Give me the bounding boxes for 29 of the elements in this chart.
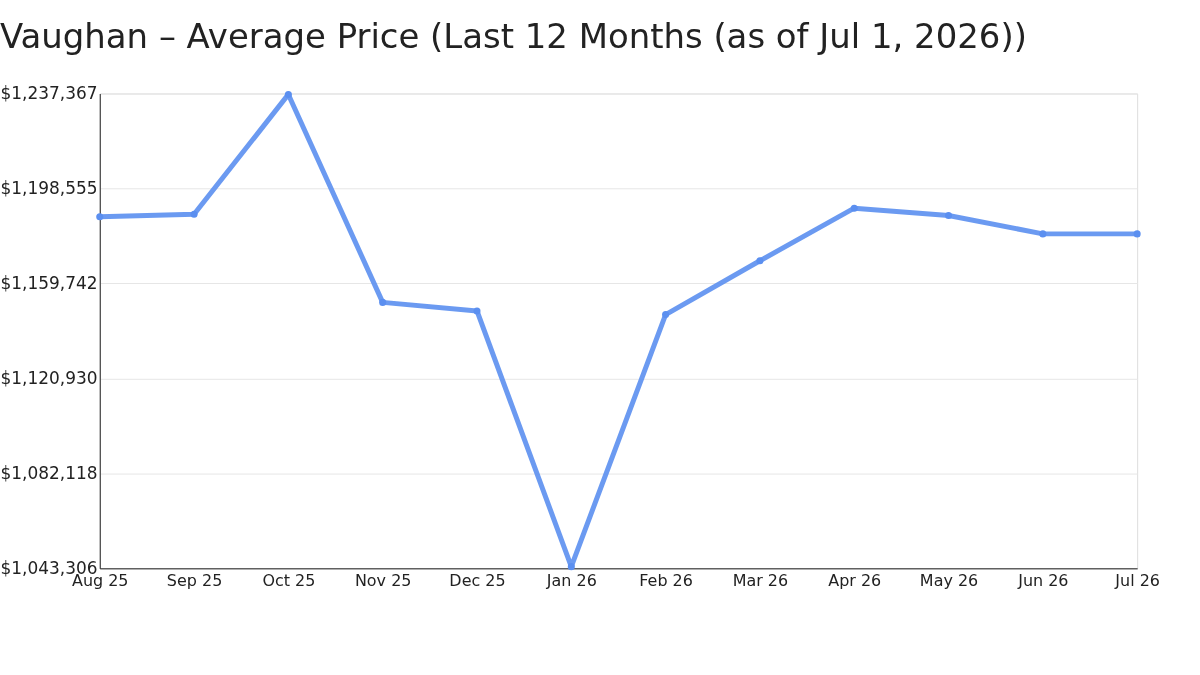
- x-tick-label: Jun 26: [1017, 570, 1069, 590]
- x-tick-label: Apr 26: [828, 570, 882, 590]
- point: [662, 311, 670, 319]
- x-tick-label: Jan 26: [545, 570, 597, 590]
- point: [567, 563, 575, 571]
- point: [190, 210, 198, 218]
- x-tick-label: Oct 25: [262, 570, 316, 590]
- point: [1039, 230, 1047, 238]
- x-tick-label: Dec 25: [449, 570, 506, 590]
- point: [1133, 230, 1141, 238]
- x-tick-label: Feb 26: [639, 570, 693, 590]
- y-tick-label: $1,198,555: [0, 177, 98, 198]
- x-tick-label: Mar 26: [732, 570, 789, 590]
- x-tick-label: Sep 25: [166, 570, 223, 590]
- point: [96, 213, 104, 221]
- y-tick-label: $1,082,118: [0, 462, 98, 483]
- point: [756, 257, 764, 265]
- point: [284, 90, 292, 98]
- x-tick-label: Jul 26: [1114, 570, 1160, 590]
- x-tick-label: May 26: [919, 570, 979, 590]
- x-tick-label: Nov 25: [354, 570, 412, 590]
- y-tick-label: $1,237,367: [0, 83, 98, 103]
- point: [850, 204, 858, 212]
- point: [473, 307, 481, 315]
- y-tick-label: $1,159,742: [0, 272, 98, 293]
- point: [945, 212, 953, 220]
- point: [379, 298, 387, 306]
- y-tick-label: $1,120,930: [0, 367, 98, 388]
- chart-title: Vaughan – Average Price (Last 12 Months (as of Jul 1, 2026)): [0, 16, 1027, 56]
